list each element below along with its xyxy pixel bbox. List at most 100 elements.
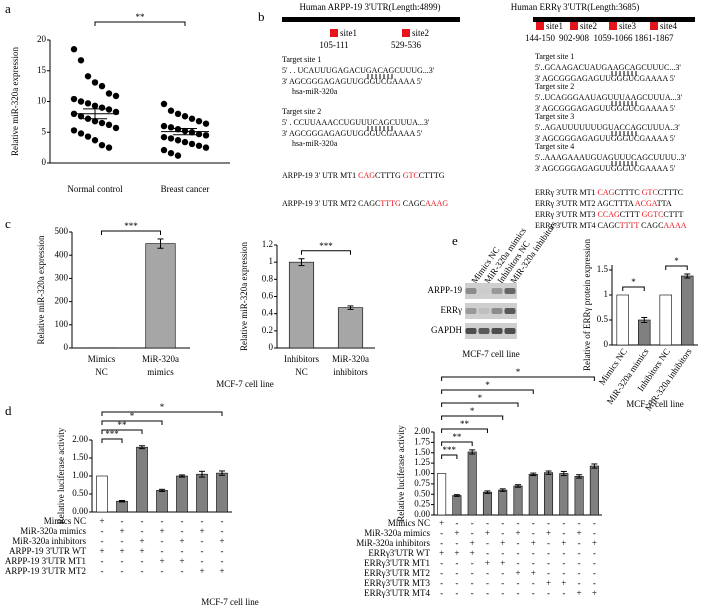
bar [452,495,462,516]
design-sign: - [101,556,104,566]
design-sign: + [139,546,144,556]
y-tick-label: 0.75 [414,478,430,488]
seq-3prime: 3' AGCGGGAGAGUUGGGUCGAAAA 5' [535,134,676,143]
design-sign: - [517,558,520,568]
bar [559,473,569,516]
design-sign: - [486,578,489,588]
design-sign: + [592,588,597,598]
x-tick-label: MiR-320a mimics [142,354,179,377]
design-sign: + [219,536,224,546]
blot-row-label: ERRγ [441,305,463,315]
site-range: 1059-1066 [594,33,633,43]
site-name: site1 [546,21,563,31]
mutant-seq: ERRγ 3'UTR MT4 CAGCTTTT CAGCAAAA [535,221,687,230]
data-point [70,46,78,53]
design-sign: + [577,588,582,598]
error-bar [157,238,164,249]
design-row-label: ERRγ3'UTR WT [368,548,430,558]
site-marker [650,22,658,30]
design-sign: + [485,558,490,568]
design-sign: + [531,538,536,548]
data-point [195,130,203,138]
y-axis-label: Relative miR-320a expression [36,235,46,344]
error-bar [347,305,354,310]
design-sign: - [471,528,474,538]
y-tick-label: 0 [42,157,47,167]
design-sign: - [547,568,550,578]
design-sign: - [532,528,535,538]
significance-bracket [441,389,534,394]
bar [216,472,228,513]
error-bar [591,463,598,469]
blot-band [491,308,503,314]
mutant-seq: ERRγ 3'UTR MT2 AGCTTTA ACGATTA [535,199,672,208]
site-name: site2 [580,21,597,31]
significance-bracket [301,250,351,255]
design-sign: - [517,518,520,528]
significance-label: ** [460,419,470,429]
site-marker [536,22,544,30]
design-sign: - [593,558,596,568]
site-marker [570,22,578,30]
design-sign: - [121,516,124,526]
design-sign: - [532,578,535,588]
mutant-segment: CTTT [663,210,683,219]
mutant-seq: ERRγ 3'UTR MT3 CCAGCTTT GGTCCTTT [535,210,684,219]
error-bar [469,449,476,455]
design-sign: - [201,546,204,556]
mutant-segment: CTTT [620,210,642,219]
blot-band [465,308,477,314]
data-point [181,113,189,120]
site-marker [402,29,410,37]
design-sign: - [121,566,124,576]
y-tick-label: 0 [604,339,609,349]
design-sign: - [455,588,458,598]
data-point [202,132,210,139]
design-sign: + [454,528,459,538]
design-row-label: ARPP-19 3'UTR MT1 [5,556,86,566]
mutant-segment: ERRγ 3'UTR MT1 [535,188,598,197]
design-sign: - [547,548,550,558]
seq-5prime: 5'..UCAGGGAAUAGUUUAAGCUUUA...3' [535,93,683,102]
y-tick-label: 1 [604,289,609,299]
site-marker [609,22,617,30]
design-sign: - [221,526,224,536]
design-sign: - [486,568,489,578]
y-tick-label: 1.50 [72,452,88,462]
data-point [77,98,85,105]
significance-bracket [101,420,163,425]
y-tick-label: 1 [269,256,274,266]
data-point [105,90,113,97]
design-sign: - [486,588,489,598]
bar [528,474,538,516]
design-sign: + [531,568,536,578]
mutant-seq: ERRγ 3'UTR MT1 CAGCTTTC GTCCTTTC [535,188,683,197]
panel-label: a [5,1,11,16]
design-sign: + [470,548,475,558]
design-sign: - [471,558,474,568]
design-sign: + [561,538,566,548]
design-sign: - [578,578,581,588]
significance-bracket [441,428,488,433]
design-row-label: ERRγ3'UTR MT1 [364,558,430,568]
bar [176,475,188,513]
data-point [105,106,113,113]
blot-band [478,328,490,334]
panel-label: e [452,233,458,248]
mutant-segment: GTC [642,188,658,197]
x-axis-label: MCF-7 cell line [201,597,259,607]
data-point [98,82,106,90]
design-sign: + [454,548,459,558]
design-sign: - [455,518,458,528]
design-row-label: ARPP-19 3'UTR MT2 [5,566,86,576]
mutant-segment: TTTT [620,221,640,230]
significance-label: * [516,367,521,377]
error-bar [453,494,460,497]
error-bar [173,128,197,136]
y-tick-label: 0.50 [414,488,430,498]
design-sign: - [201,536,204,546]
seq-3prime: 3' AGCGGGAGAGUUGGGUCGAAAA 5' [535,74,676,83]
significance-label: ** [136,12,146,22]
